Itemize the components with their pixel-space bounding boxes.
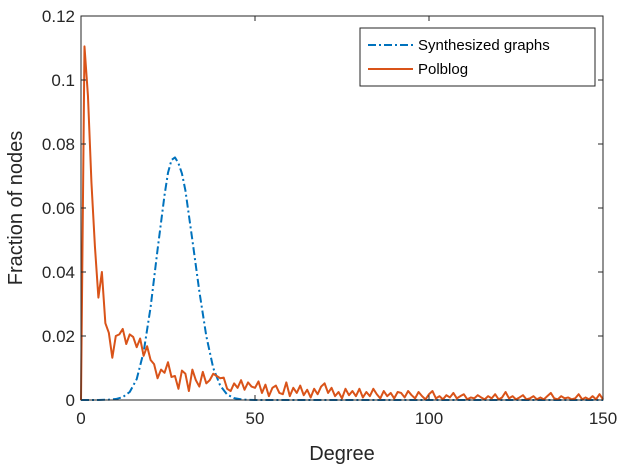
series-line-polblog — [80, 45, 604, 401]
x-tick-label: 100 — [415, 409, 443, 428]
y-tick-label: 0.1 — [51, 71, 75, 90]
tick-layer: 0 50 100 150 0 0.02 0.04 0.06 0.08 0.1 0.12 — [42, 7, 617, 428]
x-tick-label: 150 — [589, 409, 617, 428]
y-tick-label: 0.06 — [42, 199, 75, 218]
legend-label-polblog: Polblog — [418, 61, 468, 78]
x-axis-label: Degree — [309, 443, 375, 465]
legend-label-synthesized: Synthesized graphs — [418, 37, 550, 54]
y-axis-label: Fraction of nodes — [5, 131, 27, 286]
x-tick-label: 0 — [76, 409, 85, 428]
y-tick-label: 0 — [66, 391, 75, 410]
y-tick-label: 0.12 — [42, 7, 75, 26]
y-tick-label: 0.08 — [42, 135, 75, 154]
legend-box — [359, 27, 596, 87]
legend: Synthesized graphs Polblog — [359, 27, 596, 87]
x-tick-label: 50 — [246, 409, 265, 428]
y-tick-label: 0.04 — [42, 263, 75, 282]
y-tick-label: 0.02 — [42, 327, 75, 346]
